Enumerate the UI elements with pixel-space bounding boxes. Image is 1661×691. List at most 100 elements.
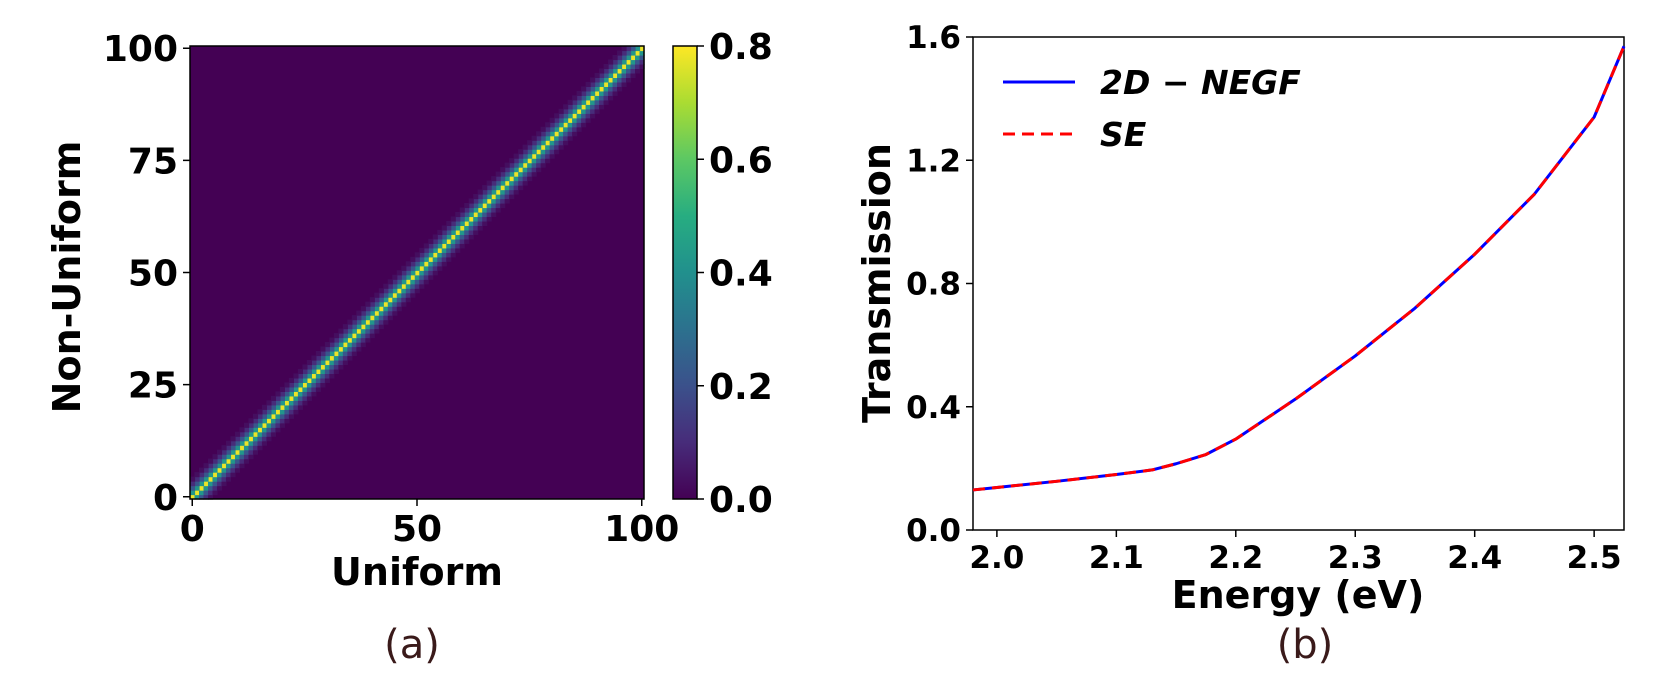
heatmap-cell — [306, 382, 312, 388]
heatmap-cell — [513, 167, 519, 173]
heatmap-cell — [306, 364, 312, 370]
heatmap-cell — [320, 364, 326, 370]
heatmap-cell — [369, 324, 375, 330]
heatmap-cell — [540, 126, 546, 132]
heatmap-cell — [477, 225, 483, 231]
heatmap-cell — [509, 162, 515, 168]
heatmap-cell — [284, 400, 290, 406]
heatmap-cell — [324, 359, 330, 366]
heatmap-cell — [473, 198, 479, 204]
heatmap-cell — [356, 346, 362, 352]
heatmap-cell — [212, 454, 218, 460]
heatmap-cell — [576, 122, 582, 128]
heatmap-cell — [590, 81, 596, 87]
heatmap-cell — [482, 216, 488, 222]
heatmap-cell — [329, 359, 335, 366]
heatmap-cell — [576, 95, 582, 101]
heatmap-cell — [306, 391, 312, 397]
heatmap-cell — [428, 243, 434, 249]
heatmap-cell — [374, 292, 380, 298]
heatmap-cell — [635, 50, 641, 56]
heatmap-cell — [522, 153, 528, 159]
heatmap-cell — [423, 252, 429, 258]
heatmap-cell — [549, 122, 555, 128]
heatmap-cell — [617, 86, 623, 92]
heatmap-cell — [549, 126, 555, 132]
heatmap-cell — [522, 167, 528, 173]
heatmap-cell — [190, 476, 196, 482]
heatmap-cell — [419, 265, 425, 271]
heatmap-cell — [324, 368, 330, 375]
heatmap-cell — [500, 167, 506, 173]
heatmap-cell — [378, 297, 384, 303]
heatmap-cell — [428, 261, 434, 267]
heatmap-cell — [473, 229, 479, 235]
heatmap-cell — [603, 72, 609, 78]
heatmap-cell — [243, 431, 250, 437]
heatmap-cell — [545, 135, 551, 141]
heatmap-cell — [500, 194, 506, 200]
heatmap-cell — [333, 337, 339, 343]
heatmap-cell — [216, 481, 223, 487]
heatmap-cell — [221, 463, 227, 469]
heatmap-cell — [365, 301, 371, 307]
heatmap-cell — [293, 377, 299, 383]
heatmap-cell — [585, 113, 591, 119]
heatmap-cell — [567, 99, 573, 105]
heatmap-cell — [203, 490, 209, 496]
heatmap-cell — [603, 90, 609, 96]
heatmap-cell — [383, 292, 389, 298]
heatmap-cell — [450, 243, 456, 249]
heatmap-cell — [491, 198, 497, 204]
colorbar-tick-label: 0.0 — [709, 480, 773, 521]
heatmap-cell — [212, 476, 218, 482]
heatmap-cell — [230, 458, 236, 464]
heatmap-cell — [234, 436, 241, 442]
legend-label-se: SE — [1100, 115, 1147, 154]
heatmap-cell — [275, 391, 281, 397]
heatmap-cell — [428, 256, 434, 262]
heatmap-cell — [495, 207, 501, 213]
heatmap-cell — [621, 68, 627, 74]
heatmap-cell — [212, 467, 218, 473]
heatmap-cell — [315, 364, 321, 370]
heatmap-cell — [257, 413, 263, 419]
heatmap-cell — [248, 431, 254, 437]
heatmap-cell — [572, 131, 578, 137]
heatmap-cell — [225, 440, 232, 446]
heatmap-cell — [419, 261, 425, 267]
heatmap-cell — [482, 185, 488, 191]
heatmap-cell — [369, 319, 375, 325]
heatmap-cell — [527, 176, 533, 182]
heatmap-cell — [455, 247, 461, 253]
heatmap-cell — [482, 194, 488, 200]
heatmap-cell — [536, 167, 542, 173]
heatmap-cell — [563, 126, 569, 132]
heatmap-cell — [234, 431, 241, 437]
heatmap-cell — [248, 445, 254, 451]
heatmap-cell — [230, 436, 236, 442]
heatmap-cell — [329, 355, 335, 361]
heatmap-cell — [378, 319, 384, 325]
heatmap-cell — [207, 458, 214, 464]
heatmap-cell — [567, 117, 573, 123]
heatmap-cell — [545, 153, 551, 159]
heatmap-cells — [190, 46, 645, 500]
heatmap-cell — [239, 436, 245, 442]
heatmap-cell — [270, 395, 277, 401]
heatmap-cell — [477, 194, 483, 200]
heatmap-cell — [477, 198, 483, 204]
heatmap-cell — [315, 355, 321, 361]
heatmap-cell — [455, 220, 461, 227]
heatmap-cell — [585, 81, 591, 87]
heatmap-cell — [504, 194, 510, 200]
heatmap-cell — [212, 490, 218, 496]
heatmap-cell — [459, 229, 465, 235]
heatmap-cell — [567, 126, 573, 132]
heatmap-cell — [315, 368, 321, 375]
heatmap-cell — [531, 140, 537, 146]
heatmap-cell — [203, 481, 209, 487]
heatmap-cell — [230, 467, 236, 473]
line-y-tick-label: 0.4 — [906, 390, 961, 426]
